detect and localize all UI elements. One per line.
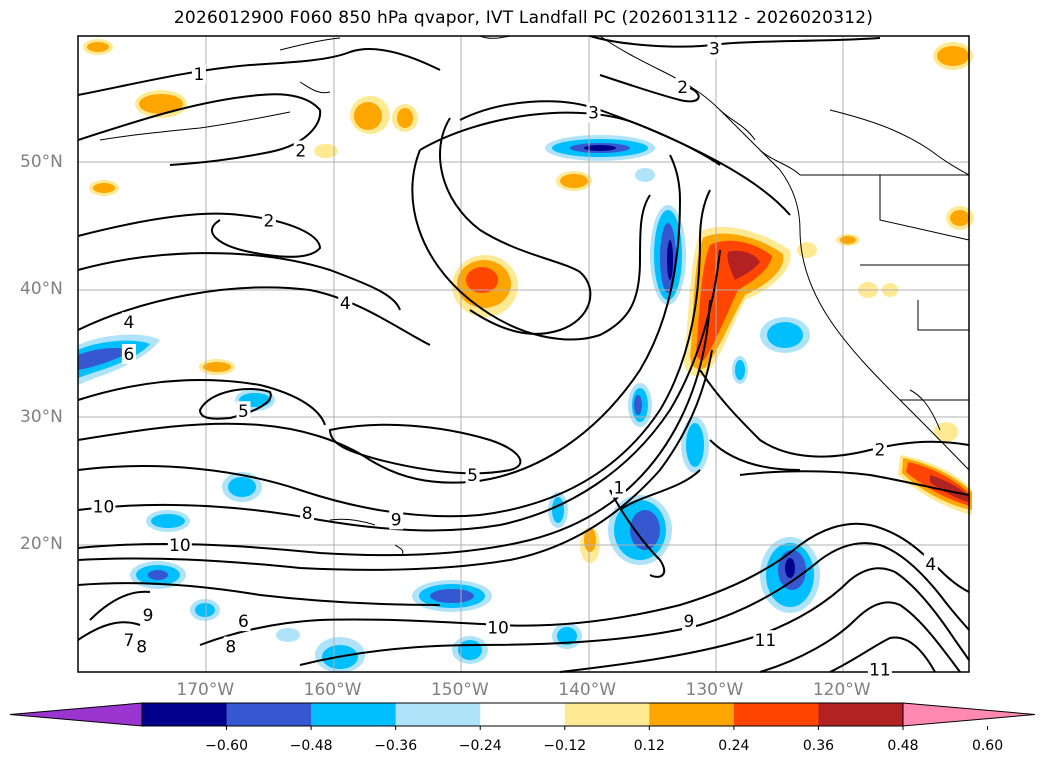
colorbar-segment <box>311 703 397 726</box>
contour-label: 3 <box>709 40 720 60</box>
contour-label: 2 <box>264 211 275 231</box>
contour-label-bg <box>675 76 690 97</box>
contour-label: 2 <box>677 78 688 98</box>
contour-label-bg <box>191 64 206 85</box>
contour-label: 8 <box>225 638 236 658</box>
coastlines <box>99 35 970 556</box>
contour-label: 10 <box>487 618 509 638</box>
contour-label-bg <box>134 636 149 657</box>
colorbar-tick-label: −0.36 <box>374 738 418 754</box>
colorbar-extend-min <box>9 702 143 727</box>
contour-label-bg <box>300 503 315 523</box>
colorbar-tick-label: 0.36 <box>802 738 835 754</box>
colorbar-tick-label: −0.12 <box>543 738 587 754</box>
contour-label-bg <box>121 630 136 651</box>
contour-label-bg <box>141 604 156 625</box>
contour-label: 7 <box>124 631 135 651</box>
colorbar-extend-max <box>902 702 1036 727</box>
lat-label: 40°N <box>20 279 63 300</box>
gridlines <box>78 36 969 672</box>
contour-label: 2 <box>295 141 306 161</box>
contour-label: 4 <box>925 555 936 575</box>
colorbar-segment <box>142 703 228 726</box>
colorbar-tick-label: 0.48 <box>887 738 919 754</box>
contour-label: 4 <box>340 294 351 314</box>
contour-label-bg <box>586 102 601 123</box>
contour-label: 11 <box>755 631 777 651</box>
contour-label-bg <box>486 617 511 638</box>
contour-label-bg <box>867 659 892 680</box>
colorbar-tick-label: 0.12 <box>633 738 665 754</box>
contour-label: 1 <box>194 65 205 85</box>
contour-label-bg <box>261 210 276 231</box>
colorbar-tick-label: 0.24 <box>718 738 750 754</box>
colorbar-segment <box>395 703 481 726</box>
contour-label-bg <box>236 611 251 632</box>
contour-label-bg <box>121 312 136 333</box>
contour-label-bg <box>872 439 887 460</box>
contour-label: 9 <box>684 612 695 632</box>
lat-label: 20°N <box>20 533 63 554</box>
contour-label: 1 <box>614 479 625 499</box>
colorbar-frame <box>141 702 904 727</box>
contour-label-bg <box>223 636 238 657</box>
contour-lines <box>77 35 970 673</box>
contour-label-bg <box>121 344 136 364</box>
plot-title: 2026012900 F060 850 hPa qvapor, IVT Land… <box>173 8 874 28</box>
contour-label-bg <box>91 496 116 517</box>
contour-label-bg <box>167 534 192 555</box>
contour-label-bg <box>236 401 251 422</box>
lon-label: 160°W <box>303 680 362 700</box>
colorbar-segment <box>733 703 819 726</box>
contour-label-bg <box>293 140 308 161</box>
contour-label: 10 <box>93 498 115 518</box>
contour-label-bg <box>707 38 722 59</box>
colorbar-tick-label: −0.48 <box>289 738 333 754</box>
lon-label: 120°W <box>812 680 871 700</box>
contour-label: 2 <box>874 440 885 460</box>
colorbar-segment <box>818 703 904 726</box>
contour-label: 10 <box>169 536 191 556</box>
plot-frame <box>77 35 970 673</box>
colorbar-tick-label: −0.24 <box>458 738 502 754</box>
contour-label: 6 <box>124 345 135 365</box>
contour-label: 4 <box>124 313 135 333</box>
colorbar-segment <box>564 703 650 726</box>
contour-label: 8 <box>302 504 313 524</box>
contour-label-bg <box>753 630 778 651</box>
contour-label: 9 <box>391 510 402 530</box>
colorbar-segment <box>649 703 735 726</box>
contour-label: 6 <box>238 612 249 632</box>
lon-label: 150°W <box>430 680 489 700</box>
contour-label: 9 <box>143 606 154 626</box>
shading-layer <box>78 39 974 673</box>
colorbar-segment <box>480 703 566 726</box>
contour-label: 5 <box>467 466 478 486</box>
contour-label-bg <box>923 553 938 574</box>
contour-label-bg <box>338 293 353 314</box>
contour-label-bg <box>681 611 696 632</box>
lat-label: 50°N <box>20 152 63 173</box>
colorbar-tick-label: −0.60 <box>205 738 248 754</box>
contour-label-bg <box>611 477 626 498</box>
colorbar-segment <box>226 703 312 726</box>
lat-label: 30°N <box>20 406 63 427</box>
contour-label-bg <box>389 509 404 530</box>
contour-label: 3 <box>588 103 599 123</box>
contour-label-bg <box>465 464 480 485</box>
contour-label: 11 <box>869 660 891 680</box>
lon-label: 170°W <box>176 680 235 700</box>
colorbar-tick-label: 0.60 <box>971 738 1004 754</box>
contour-label: 5 <box>238 402 249 422</box>
lon-label: 140°W <box>558 680 617 700</box>
lon-label: 130°W <box>685 680 744 700</box>
contour-label: 8 <box>136 638 147 658</box>
colorbar <box>9 702 1036 730</box>
